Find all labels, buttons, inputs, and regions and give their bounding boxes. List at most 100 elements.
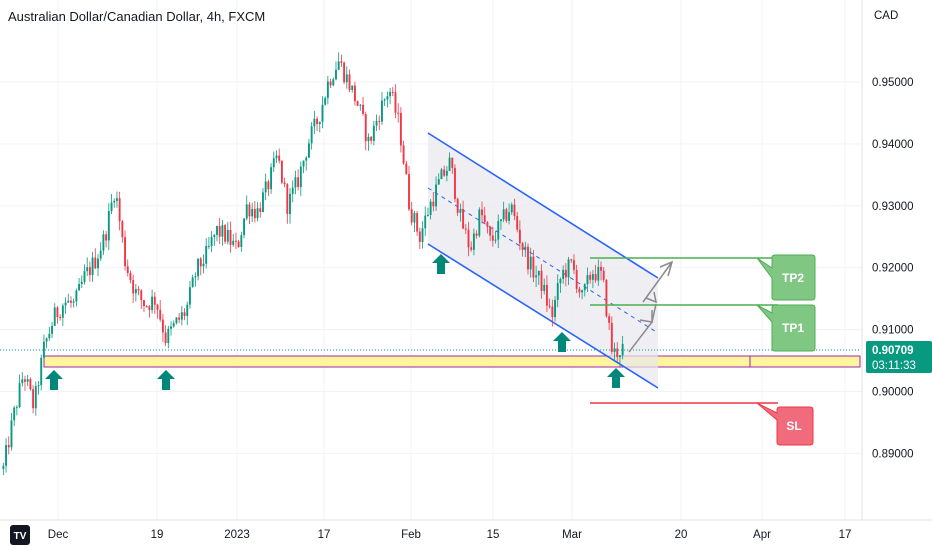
candle-body (302, 160, 305, 167)
candle-body (389, 91, 392, 97)
candle-body (129, 272, 132, 281)
candle-body (40, 357, 43, 386)
candle-body (583, 284, 586, 291)
candle-body (451, 157, 454, 168)
candle-body (454, 167, 456, 199)
candle-body (589, 275, 592, 280)
price-axis-labels: 0.95000 0.94000 0.93000 0.92000 0.91000 0.900… (872, 77, 914, 460)
candle-body (148, 306, 151, 310)
time-tick-label: 2023 (224, 529, 250, 541)
candle-body (326, 81, 329, 98)
candle-body (448, 157, 451, 171)
candle-body (489, 226, 492, 236)
candle-body (472, 233, 475, 250)
symbol-title[interactable]: Australian Dollar/Canadian Dollar, 4h, F… (8, 9, 265, 24)
candle-body (532, 256, 535, 278)
candle-body (161, 319, 164, 333)
price-tick-label: 0.93000 (872, 201, 914, 213)
candle-body (5, 445, 8, 466)
candle-body (364, 113, 367, 142)
candle-body (18, 382, 21, 408)
candle-body (418, 231, 421, 242)
candle-body (86, 267, 89, 272)
tp1-callout[interactable]: TP1 (756, 304, 816, 352)
candle-body (143, 300, 145, 307)
candle-body (510, 204, 513, 213)
candle-body (45, 338, 48, 342)
candle-body (61, 305, 64, 318)
candle-body (545, 284, 548, 306)
candle-body (105, 234, 108, 241)
time-tick-label: 17 (839, 529, 852, 541)
candle-body (272, 158, 275, 168)
candle-body (15, 407, 18, 409)
candle-body (78, 284, 81, 291)
candle-body (134, 289, 137, 294)
tp1-label: TP1 (782, 321, 804, 335)
last-price-badge[interactable]: 0.90709 03:11:33 (866, 341, 932, 373)
candle-body (421, 228, 424, 242)
candle-body (202, 263, 205, 267)
candle-body (378, 120, 381, 122)
candle-body (167, 328, 170, 344)
candle-body (573, 260, 575, 271)
candle-body (362, 104, 364, 114)
candle-body (197, 258, 200, 277)
candle-body (297, 177, 300, 188)
candle-body (137, 289, 140, 291)
candle-body (267, 181, 270, 190)
candle-body (191, 277, 194, 288)
candle-body (270, 167, 273, 190)
bar-countdown: 03:11:33 (872, 360, 916, 372)
candle-body (275, 155, 278, 159)
candle-body (435, 184, 437, 207)
candle-body (256, 208, 259, 219)
candle-body (413, 213, 416, 223)
candle-body (118, 198, 121, 222)
candle-body (567, 259, 570, 278)
candle-body (408, 174, 410, 210)
candle-body (234, 240, 237, 242)
candle-body (548, 305, 551, 307)
support-arrows (45, 254, 625, 390)
candle-body (481, 209, 483, 216)
candle-body (145, 306, 148, 308)
price-tick-label: 0.95000 (872, 77, 914, 89)
candle-body (278, 155, 281, 161)
candle-body (356, 101, 359, 106)
candle-body (464, 228, 467, 230)
candle-body (335, 69, 337, 80)
candle-body (237, 241, 240, 247)
sl-callout[interactable]: SL (756, 402, 814, 446)
candle-body (426, 214, 429, 216)
tradingview-logo[interactable]: TV (10, 525, 30, 545)
candle-body (80, 281, 83, 285)
candle-body (310, 126, 313, 144)
candle-body (42, 341, 45, 358)
tp2-callout[interactable]: TP2 (756, 254, 816, 301)
candle-body (245, 204, 248, 219)
candle-body (286, 184, 289, 215)
candle-body (159, 309, 162, 320)
candle-body (151, 296, 154, 310)
candle-body (537, 270, 540, 276)
price-tick-label: 0.92000 (872, 263, 914, 275)
support-up-arrow (45, 370, 63, 390)
candle-body (429, 201, 432, 215)
candle-body (243, 218, 245, 236)
candle-body (610, 322, 613, 352)
support-up-arrow (607, 368, 625, 388)
candle-body (618, 355, 621, 358)
candle-body (26, 379, 29, 382)
candle-body (600, 266, 602, 271)
candle-body (264, 181, 267, 193)
candle-body (348, 74, 351, 90)
candle-body (410, 209, 413, 223)
candle-body (318, 121, 321, 125)
candle-body (513, 204, 516, 217)
candle-body (110, 202, 113, 212)
support-up-arrow (157, 370, 175, 390)
candle-body (416, 213, 419, 232)
channel-mid-line (427, 187, 659, 334)
